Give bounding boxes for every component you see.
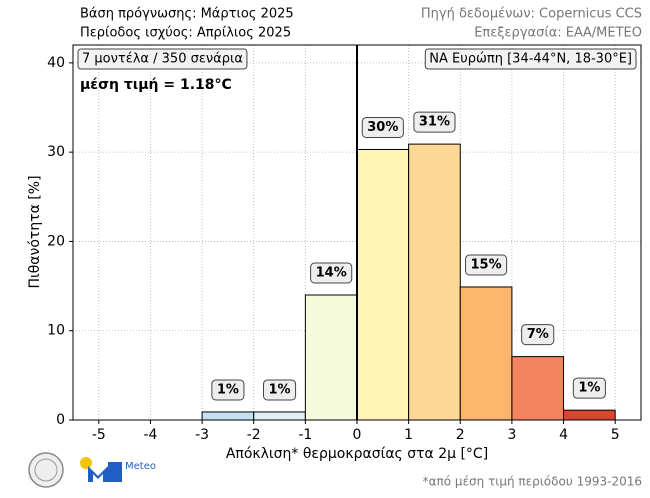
annotation-box (424, 48, 637, 70)
meteo-logo (80, 457, 122, 482)
bar (459, 286, 513, 421)
bar (563, 409, 616, 421)
logo-text: Meteo (125, 461, 156, 472)
bar (304, 294, 358, 421)
y-label: Πιθανότητα [%] (27, 175, 43, 288)
header-left-2: Περίοδος ισχύος: Απρίλιος 2025 (80, 26, 291, 41)
y-tick-label: 10 (47, 323, 65, 339)
value-label-box (465, 254, 508, 276)
x-tick-label: 2 (456, 427, 465, 443)
value-label-box (310, 262, 353, 284)
x-tick-label: 1 (404, 427, 413, 443)
header-left-1: Βάση πρόγνωσης: Μάρτιος 2025 (80, 7, 294, 22)
header-right-2: Επεξεργασία: ΕΑΑ/METEO (474, 26, 642, 41)
mean-annotation: μέση τιμή = 1.18°C (80, 77, 232, 93)
header-right-1: Πηγή δεδομένων: Copernicus CCS (421, 7, 642, 22)
x-tick-label: -4 (143, 427, 157, 443)
plot-frame (72, 44, 642, 421)
value-label-box (263, 379, 297, 401)
x-tick-label: 5 (611, 427, 620, 443)
y-tick-label: 20 (47, 233, 65, 249)
x-tick-label: 3 (507, 427, 516, 443)
x-tick-label: 0 (353, 427, 362, 443)
value-label: 15% (471, 257, 502, 272)
y-tick-label: 30 (47, 144, 65, 160)
value-label: 1% (217, 382, 239, 397)
y-tick-label: 0 (56, 412, 65, 428)
x-tick-label: -2 (247, 427, 261, 443)
value-label: 7% (527, 327, 549, 342)
x-tick-label: -5 (92, 427, 106, 443)
x-tick-label: 4 (559, 427, 568, 443)
value-label: 30% (367, 120, 398, 135)
value-label: 14% (316, 266, 347, 281)
x-tick-label: -1 (298, 427, 312, 443)
value-label-box (211, 379, 245, 401)
annotation: 7 μοντέλα / 350 σενάρια (82, 52, 243, 67)
x-tick-label: -3 (195, 427, 209, 443)
annotation-box (77, 48, 248, 70)
x-label: Απόκλιση* θερμοκρασίας στα 2μ [°C] (226, 446, 488, 462)
value-label: 1% (578, 381, 600, 396)
footnote: *από μέση τιμή περιόδου 1993-2016 (423, 475, 642, 489)
seal-logo (28, 452, 64, 488)
bar (253, 411, 306, 421)
annotation: ΝΑ Ευρώπη [34-44°N, 18-30°E] (429, 52, 632, 67)
y-tick-label: 40 (47, 55, 65, 71)
bar (511, 356, 565, 421)
bar (201, 411, 255, 421)
value-label-box (361, 116, 404, 138)
value-label: 1% (269, 382, 291, 397)
value-label-box (413, 111, 456, 133)
value-label-box (572, 377, 606, 399)
value-label: 31% (419, 115, 450, 130)
value-label-box (521, 324, 555, 346)
bar (408, 143, 461, 421)
bar (356, 148, 410, 421)
